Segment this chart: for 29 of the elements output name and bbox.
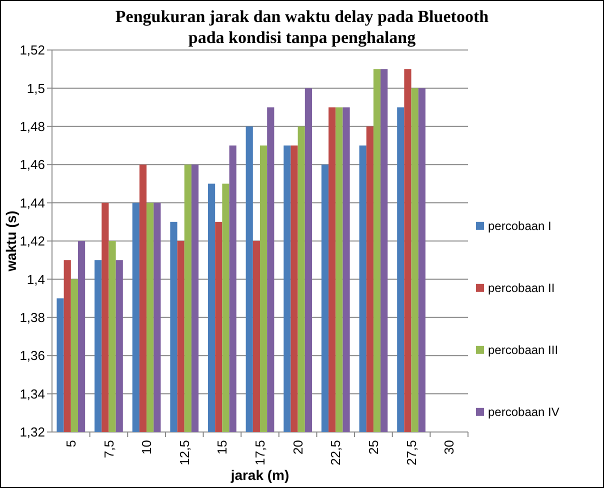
legend-label: percobaan III <box>488 343 558 358</box>
y-tick-label: 1,48 <box>20 118 45 134</box>
legend-label: percobaan IV <box>488 405 560 420</box>
x-tick-label: 22,5 <box>328 440 344 466</box>
x-tick-label: 15 <box>214 440 230 454</box>
y-tick-label: 1,32 <box>20 424 45 440</box>
y-tick-label: 1,44 <box>20 195 45 210</box>
x-tick-label: 7,5 <box>101 440 116 458</box>
x-tick-label: 20 <box>290 440 306 454</box>
y-tick-label: 1,5 <box>26 80 45 96</box>
y-tick-label: 1,46 <box>20 157 45 172</box>
y-tick-label: 1,52 <box>20 42 45 58</box>
x-tick-label: 10 <box>139 440 154 454</box>
x-axis-title: jarak (m) <box>230 467 290 483</box>
x-tick-label: 12,5 <box>176 440 192 466</box>
chart-title: Pengukuran jarak dan waktu delay pada Bluetooth pada kondisi tanpa penghalang <box>115 7 490 47</box>
y-tick-label: 1,42 <box>20 234 45 249</box>
x-tick-label: 17,5 <box>252 440 268 466</box>
y-tick-label: 1,38 <box>20 310 45 325</box>
x-tick-label: 25 <box>366 440 382 454</box>
x-tick-label: 30 <box>442 440 457 454</box>
y-axis-title: waktu (s) <box>3 210 19 272</box>
x-tick-label: 27,5 <box>404 440 419 466</box>
legend-label: percobaan I <box>488 219 552 234</box>
y-tick-label: 1,36 <box>20 348 45 364</box>
y-tick-label: 1,34 <box>20 386 45 402</box>
y-tick-label: 1,4 <box>26 272 45 287</box>
x-tick-label: 5 <box>63 440 78 448</box>
legend-label: percobaan II <box>488 281 555 296</box>
